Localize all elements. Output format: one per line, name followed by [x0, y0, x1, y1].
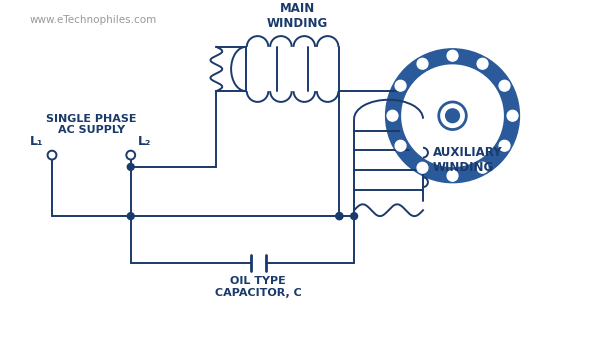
Circle shape [47, 151, 56, 160]
Text: L₂: L₂ [137, 135, 151, 148]
Text: www.eTechnophiles.com: www.eTechnophiles.com [30, 15, 157, 25]
Circle shape [336, 213, 343, 220]
Circle shape [395, 140, 406, 151]
Circle shape [400, 62, 506, 169]
Circle shape [336, 213, 343, 220]
Circle shape [446, 109, 460, 122]
Text: SINGLE PHASE
AC SUPPLY: SINGLE PHASE AC SUPPLY [46, 114, 137, 135]
Circle shape [417, 58, 428, 69]
Text: CAGE: CAGE [435, 87, 470, 101]
Circle shape [127, 163, 134, 170]
Circle shape [447, 170, 458, 181]
Circle shape [507, 110, 518, 121]
Circle shape [417, 162, 428, 173]
Text: OIL TYPE
CAPACITOR, C: OIL TYPE CAPACITOR, C [215, 276, 302, 298]
Circle shape [386, 49, 520, 183]
Circle shape [477, 162, 488, 173]
Circle shape [439, 102, 466, 129]
Text: ROTOR: ROTOR [430, 131, 476, 144]
Text: AUXILIARY
WINDING: AUXILIARY WINDING [433, 146, 502, 174]
Circle shape [387, 110, 398, 121]
Circle shape [127, 213, 134, 220]
Circle shape [499, 140, 510, 151]
Circle shape [447, 50, 458, 61]
Circle shape [127, 151, 135, 160]
Circle shape [477, 58, 488, 69]
Circle shape [350, 213, 358, 220]
Circle shape [499, 80, 510, 91]
Circle shape [395, 80, 406, 91]
Text: MAIN
WINDING: MAIN WINDING [267, 2, 328, 30]
Text: L₁: L₁ [29, 135, 43, 148]
